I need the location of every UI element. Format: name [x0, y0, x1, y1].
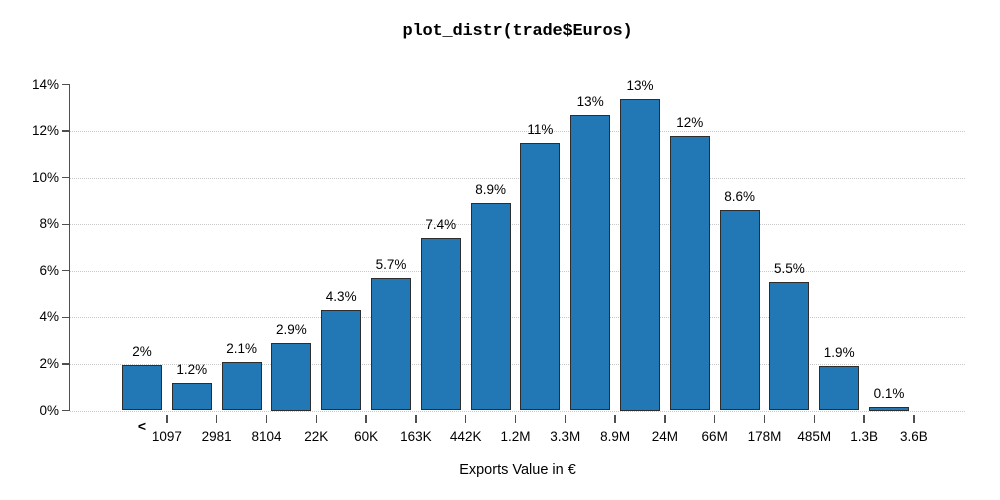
bar — [470, 203, 511, 411]
bar — [321, 310, 362, 411]
x-tick — [863, 414, 865, 423]
x-tick — [614, 414, 616, 423]
bar — [520, 142, 561, 411]
x-tick-label: 1.2M — [500, 429, 531, 444]
y-tick-label: 0% — [39, 402, 59, 418]
bar — [620, 98, 660, 411]
y-tick — [61, 363, 69, 365]
x-tick-label: 22K — [304, 429, 329, 444]
x-tick — [813, 414, 815, 423]
y-tick — [61, 83, 69, 86]
bar-value-label: 5.5% — [774, 261, 805, 277]
y-tick-label: 6% — [39, 262, 59, 278]
x-tick — [763, 414, 766, 423]
x-tick-label: 2981 — [201, 429, 232, 444]
y-tick-label: 2% — [39, 355, 59, 371]
bar — [570, 114, 611, 411]
bar — [221, 361, 262, 411]
x-tick — [265, 414, 268, 423]
bar — [819, 366, 860, 411]
bar — [669, 135, 710, 411]
bar — [869, 407, 909, 411]
y-gridline — [70, 317, 965, 319]
y-tick-label: 12% — [31, 123, 59, 139]
bar-value-label: 4.3% — [325, 289, 357, 305]
bar-value-label: 12% — [676, 114, 704, 130]
y-gridline — [70, 270, 965, 272]
x-axis-title: Exports Value in € — [459, 462, 576, 478]
bar-value-label: 13% — [626, 77, 654, 93]
y-tick — [61, 409, 69, 412]
bar-value-label: 1.9% — [823, 345, 855, 361]
chart-title: plot_distr(trade$Euros) — [402, 22, 633, 41]
x-tick — [913, 414, 915, 423]
bar-value-label: 8.9% — [475, 182, 506, 198]
bar-value-label: 2.9% — [276, 322, 307, 337]
x-tick — [664, 414, 666, 423]
x-tick-label: 24M — [651, 429, 679, 444]
x-tick — [415, 414, 417, 423]
x-tick-label: 8104 — [251, 429, 282, 444]
bar — [420, 238, 461, 411]
y-axis-line — [68, 83, 70, 412]
x-tick-label: 1097 — [151, 429, 182, 444]
bar — [171, 382, 212, 411]
y-tick-label: 8% — [39, 216, 59, 232]
x-tick — [315, 414, 317, 423]
bar-value-label: 13% — [576, 93, 604, 109]
x-tick — [714, 414, 716, 423]
bar-value-label: 2.1% — [226, 340, 257, 356]
y-tick — [61, 177, 69, 179]
bar — [122, 365, 162, 411]
x-tick-label: 163K — [400, 429, 432, 444]
y-gridline — [70, 224, 965, 226]
bar-value-label: 2% — [132, 344, 152, 360]
x-tick-label: 3.3M — [550, 429, 581, 444]
x-tick — [514, 414, 517, 423]
x-tick — [365, 414, 367, 423]
x-tick-label: 442K — [449, 429, 482, 444]
y-tick — [61, 316, 69, 318]
bar-value-label: 11% — [527, 121, 554, 137]
bar — [719, 210, 760, 411]
bar — [371, 277, 411, 411]
x-tick — [216, 414, 218, 423]
y-gridline — [70, 177, 965, 179]
first-bin-less-than-label: < — [137, 418, 147, 434]
y-tick — [61, 223, 69, 225]
bar-value-label: 0.1% — [873, 386, 905, 401]
bar-value-label: 1.2% — [176, 361, 208, 377]
y-tick-label: 4% — [39, 309, 59, 325]
x-tick — [166, 414, 168, 423]
y-tick-label: 14% — [31, 76, 59, 92]
y-gridline — [70, 363, 965, 365]
y-tick-label: 10% — [31, 169, 59, 185]
x-tick-label: 60K — [354, 429, 379, 444]
y-tick — [61, 130, 69, 132]
y-gridline — [70, 131, 965, 133]
bar — [271, 343, 312, 411]
x-tick-label: 178M — [747, 429, 782, 444]
bar-value-label: 5.7% — [375, 256, 407, 272]
bar-value-label: 7.4% — [425, 217, 457, 233]
bar — [769, 282, 810, 411]
x-tick-label: 485M — [797, 429, 832, 444]
x-tick-label: 8.9M — [600, 429, 631, 444]
x-tick-label: 66M — [701, 429, 728, 444]
y-gridline — [70, 410, 965, 412]
y-tick — [61, 270, 69, 272]
bar-value-label: 8.6% — [724, 189, 755, 205]
x-tick — [564, 414, 566, 423]
x-tick-label: 3.6B — [900, 429, 928, 444]
x-tick-label: 1.3B — [850, 429, 878, 444]
x-tick — [465, 414, 467, 423]
